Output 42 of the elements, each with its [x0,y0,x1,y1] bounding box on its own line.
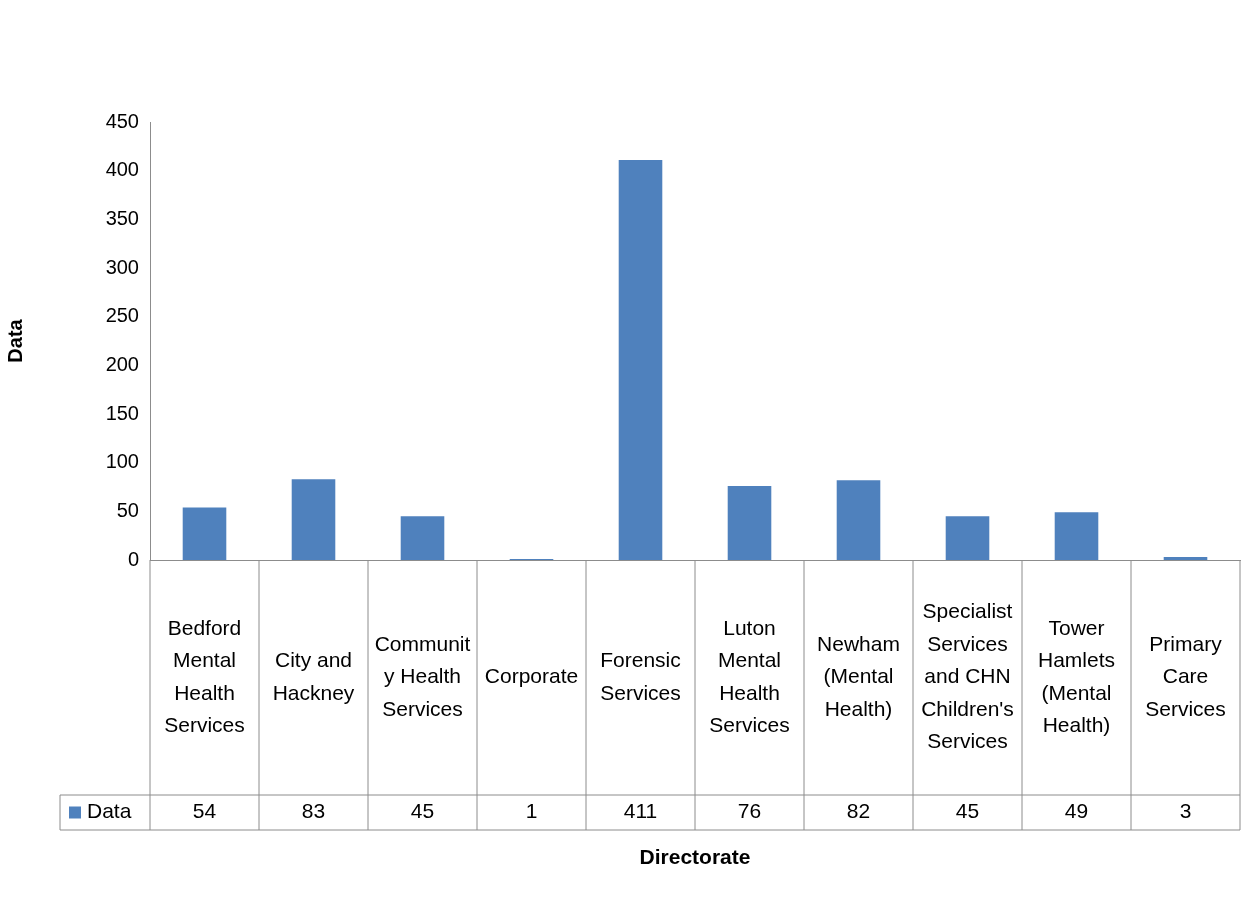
data-label: 83 [301,799,326,823]
bar [618,159,663,560]
bar [727,486,772,560]
bar [836,480,881,560]
data-label: 45 [410,799,435,823]
y-tick-label: 50 [116,498,139,521]
x-tick-label: Newham (Mental Health) [817,631,900,720]
y-tick-label: 350 [105,206,139,229]
data-label: 1 [525,799,538,823]
data-label: 82 [846,799,871,823]
y-tick-label: 200 [105,352,139,375]
data-label: 76 [737,799,762,823]
x-tick-label: Forensic Services [600,648,681,704]
x-tick-label: City and Hackney [272,648,355,704]
x-tick-label: Community Health Services [374,631,471,720]
y-tick-label: 250 [105,304,139,327]
x-tick-label: Corporate [484,664,579,688]
legend-label: Data [87,799,132,823]
bar [291,479,336,560]
y-tick-label: 300 [105,255,139,278]
data-label: 411 [623,799,658,823]
y-tick-label: 150 [105,401,139,424]
x-tick-label: Primary Care Services [1145,631,1226,720]
y-tick-label: 450 [105,109,139,132]
x-axis-title: Directorate [639,844,751,868]
bar [400,516,445,560]
x-tick-label: Luton Mental Health Services [709,615,790,737]
data-label: 54 [192,799,217,823]
bar [945,516,990,560]
x-tick-label: Bedford Mental Health Services [164,615,245,737]
y-tick-label: 100 [105,450,139,473]
data-label: 3 [1179,799,1192,823]
bar [1054,512,1099,560]
x-tick-label: Tower Hamlets (Mental Health) [1037,615,1116,737]
bar [1163,557,1208,560]
y-axis-title: Data [3,318,26,363]
y-tick-label: 0 [127,547,139,570]
y-tick-label: 400 [105,158,139,181]
bar [182,507,227,560]
data-label: 49 [1064,799,1089,823]
data-label: 45 [955,799,980,823]
x-tick-label: Specialist Services and CHN Children's Services [921,599,1014,753]
